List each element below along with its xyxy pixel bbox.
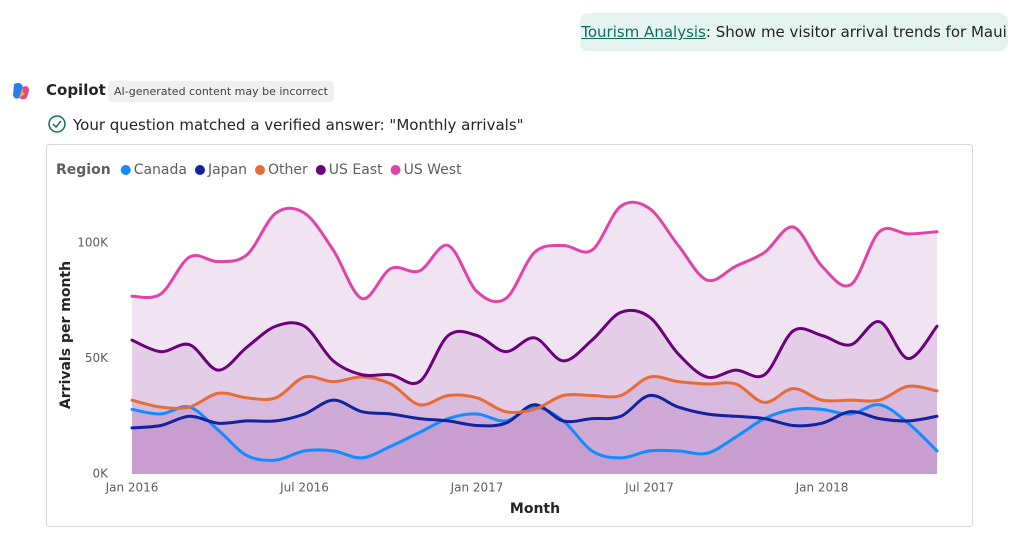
line (130, 403, 939, 462)
legend-label: US West (404, 162, 463, 178)
legend-marker (194, 165, 205, 175)
verified-note: Your question matched a verified answer:… (73, 116, 524, 134)
user-message: Tourism Analysis: Show me visitor arriva… (580, 13, 1008, 51)
verified-icon (48, 115, 66, 133)
legend-marker (315, 165, 326, 175)
y-tick-label: 0K (92, 467, 109, 481)
chart-card: Arrivals per month Month Region 0K 50K 100… (46, 144, 973, 527)
assistant-name: Copilot (46, 81, 106, 99)
x-tick-label: Jan 2017 (450, 481, 504, 495)
x-tick-label: Jul 2016 (279, 481, 329, 495)
y-tick-label: 100K (77, 236, 109, 250)
y-axis-label: Arrivals per month (58, 261, 74, 409)
legend-marker (390, 165, 401, 175)
legend-label: Other (268, 162, 308, 178)
legend-marker (255, 165, 266, 175)
x-tick-label: Jan 2016 (105, 481, 159, 495)
legend-label: Canada (134, 162, 187, 178)
area (132, 310, 937, 474)
legend-label: Japan (207, 162, 247, 178)
line (130, 200, 939, 304)
disclaimer: AI-generated content may be incorrect (108, 81, 334, 102)
copilot-icon (13, 83, 29, 100)
area (132, 395, 937, 474)
x-tick-label: Jul 2017 (624, 481, 674, 495)
area (132, 404, 937, 474)
legend-marker (120, 165, 131, 175)
line (130, 308, 939, 386)
card-border (46, 144, 973, 527)
line (130, 393, 939, 430)
user-text: : Show me visitor arrival trends for Mau… (705, 23, 1007, 41)
y-tick-label: 50K (85, 351, 109, 365)
x-axis-label: Month (510, 501, 560, 517)
legend-title: Region (56, 162, 111, 178)
x-tick-label: Jan 2018 (795, 481, 849, 495)
legend-label: US East (329, 162, 383, 178)
line (130, 374, 939, 415)
source-link[interactable]: Tourism Analysis (581, 23, 706, 41)
